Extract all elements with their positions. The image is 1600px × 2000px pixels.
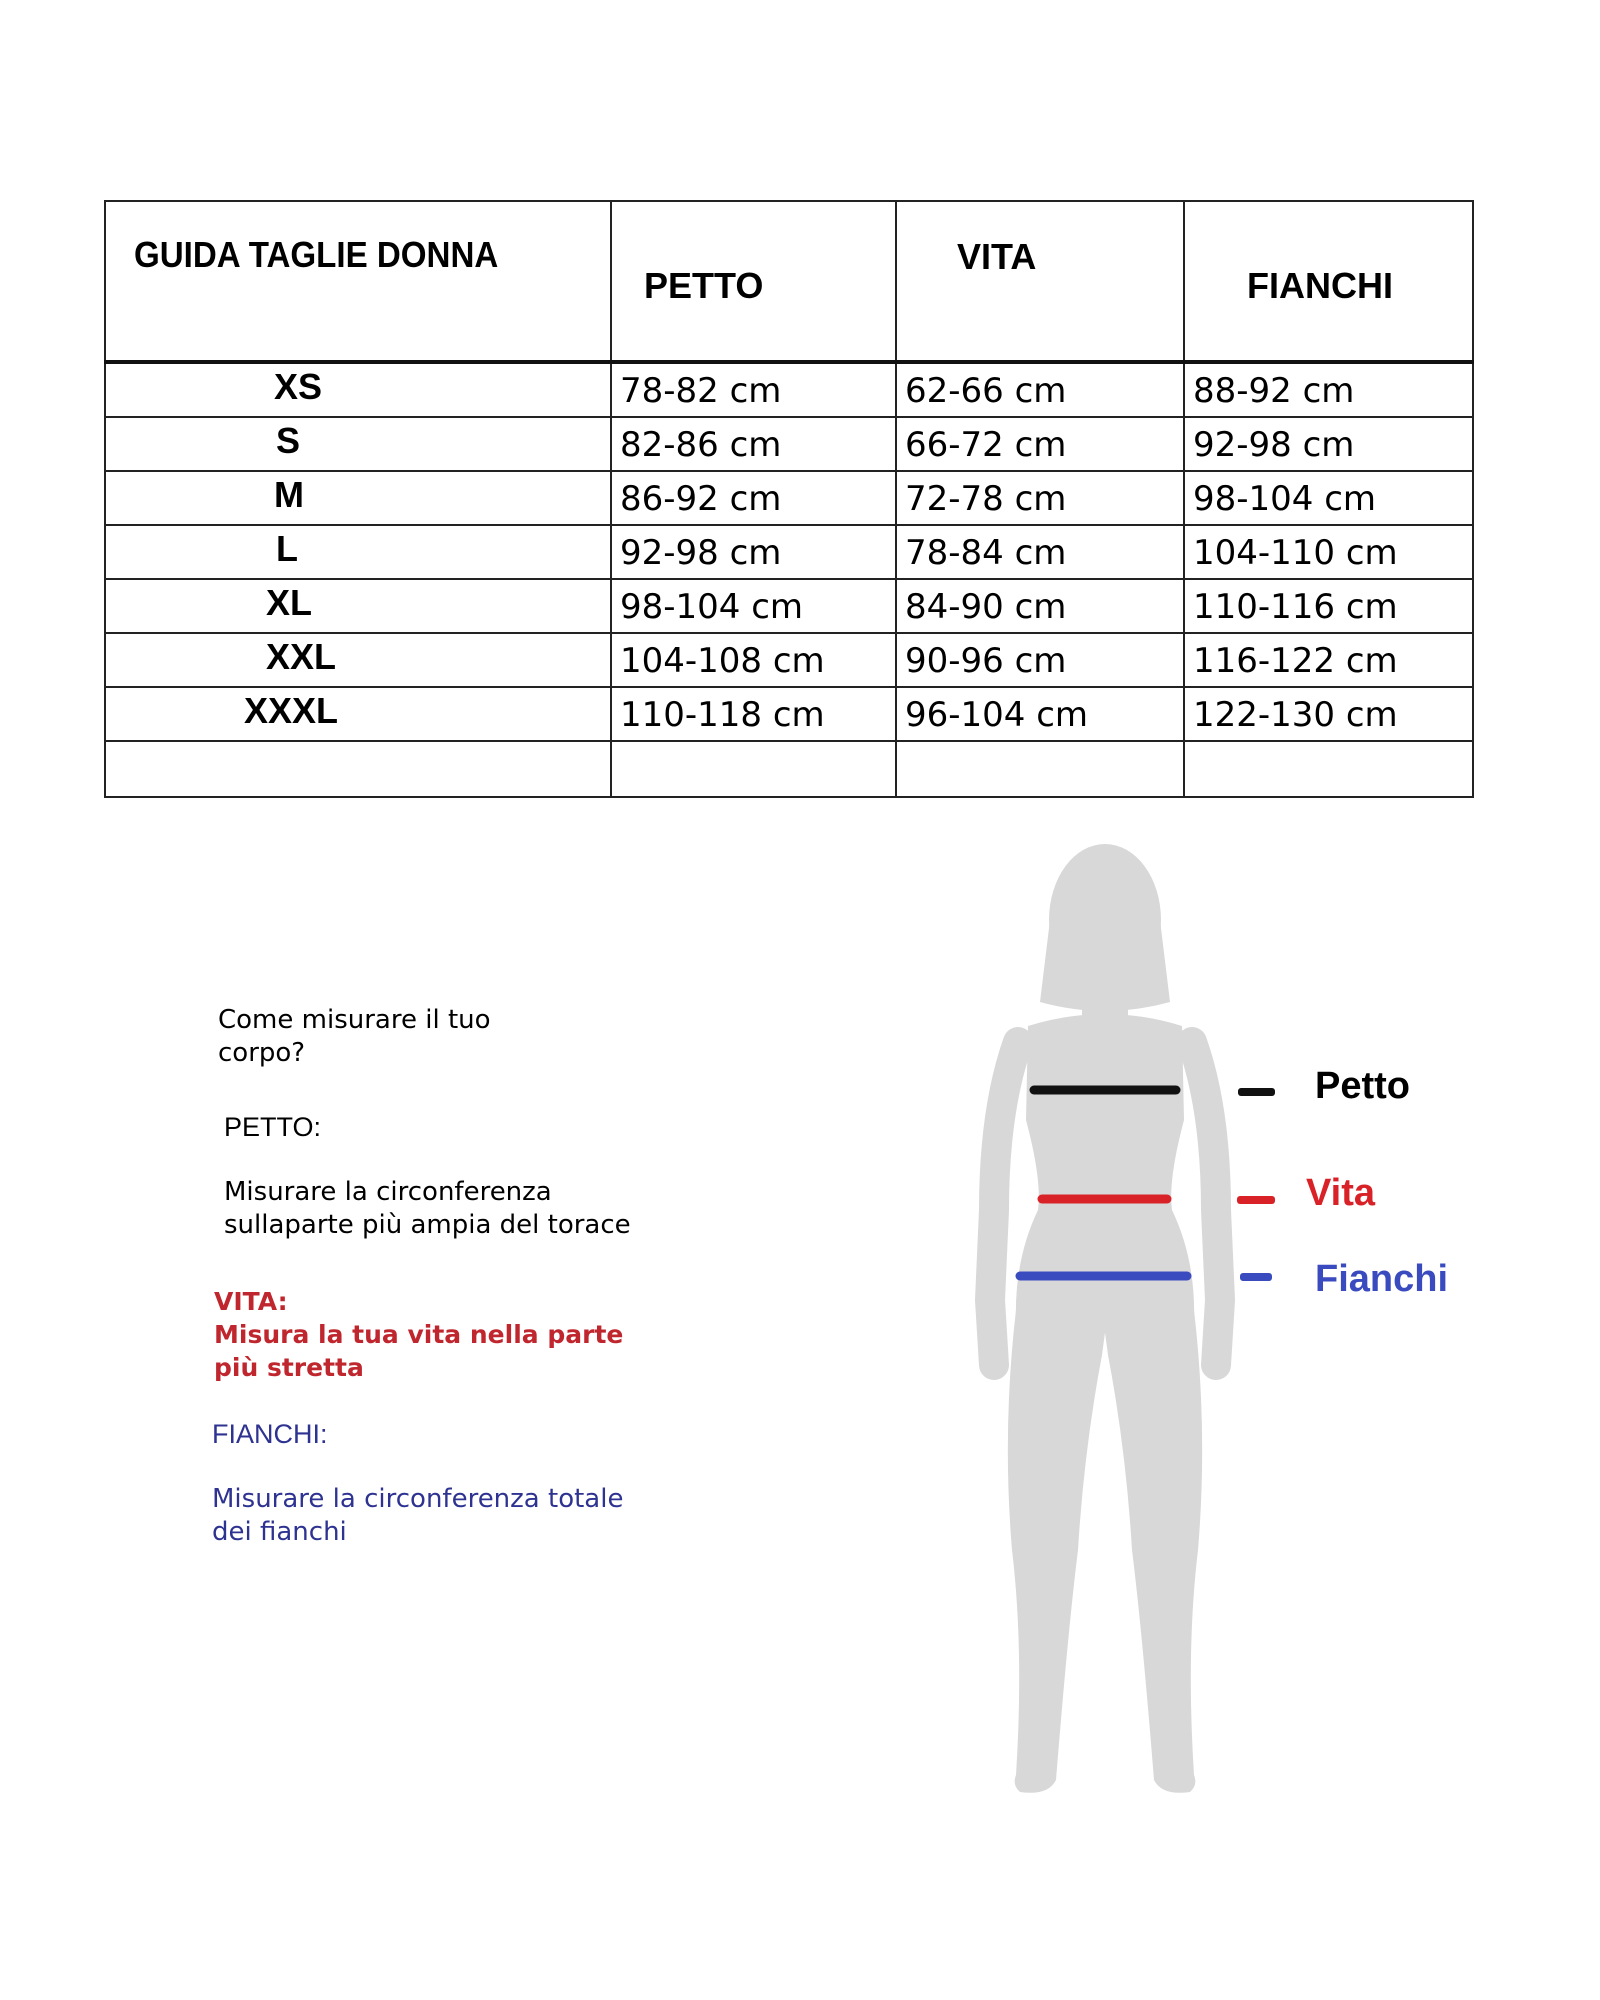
vita-line: più stretta	[214, 1353, 364, 1382]
petto-legend-label: Petto	[1315, 1065, 1410, 1107]
vita-cell: 96-104 cm	[895, 686, 1185, 742]
silhouette-left-leg	[1007, 1310, 1108, 1793]
petto-cell: 86-92 cm	[610, 470, 897, 526]
header-vita: VITA	[895, 200, 1185, 364]
silhouette-left-arm	[974, 1027, 1033, 1380]
vita-legend-label: Vita	[1306, 1172, 1376, 1214]
table-header-row: GUIDA TAGLIE DONNA PETTO VITA FIANCHI	[104, 200, 1474, 364]
fianchi-cell: 110-116 cm	[1183, 578, 1474, 634]
empty-cell	[895, 740, 1185, 798]
fianchi-cell: 98-104 cm	[1183, 470, 1474, 526]
vita-cell: 78-84 cm	[895, 524, 1185, 580]
vita-line: Misura la tua vita nella parte	[214, 1320, 624, 1349]
size-cell: S	[104, 416, 612, 472]
petto-cell: 92-98 cm	[610, 524, 897, 580]
size-cell: XS	[104, 361, 612, 418]
header-text: PETTO	[644, 265, 764, 306]
silhouette-right-leg	[1102, 1310, 1203, 1793]
header-text: VITA	[957, 236, 1037, 277]
size-cell: M	[104, 470, 612, 526]
vita-cell: 62-66 cm	[895, 361, 1185, 418]
header-guida: GUIDA TAGLIE DONNA	[104, 200, 612, 364]
table-row: XL 98-104 cm 84-90 cm 110-116 cm	[104, 578, 1474, 634]
petto-heading: PETTO:	[224, 1112, 322, 1142]
petto-description: Misurare la circonferenza sullaparte più…	[224, 1176, 631, 1242]
table-row: L 92-98 cm 78-84 cm 104-110 cm	[104, 524, 1474, 580]
size-cell: XXL	[104, 632, 612, 688]
petto-cell: 98-104 cm	[610, 578, 897, 634]
fianchi-legend-label: Fianchi	[1315, 1258, 1449, 1300]
vita-cell: 66-72 cm	[895, 416, 1185, 472]
petto-cell: 82-86 cm	[610, 416, 897, 472]
fianchi-line: dei fianchi	[212, 1517, 347, 1547]
petto-line: sullaparte più ampia del torace	[224, 1210, 631, 1240]
size-cell: XXXL	[104, 686, 612, 742]
petto-cell: 110-118 cm	[610, 686, 897, 742]
vita-cell: 90-96 cm	[895, 632, 1185, 688]
fianchi-cell: 122-130 cm	[1183, 686, 1474, 742]
body-silhouette	[974, 844, 1236, 1793]
title-line: corpo?	[218, 1038, 306, 1068]
fianchi-description: Misurare la circonferenza totale dei fia…	[212, 1483, 623, 1549]
table-row: XXXL 110-118 cm 96-104 cm 122-130 cm	[104, 686, 1474, 742]
header-petto: PETTO	[610, 200, 897, 364]
fianchi-legend-marker	[1240, 1273, 1272, 1281]
table-row: M 86-92 cm 72-78 cm 98-104 cm	[104, 470, 1474, 526]
petto-cell: 78-82 cm	[610, 361, 897, 418]
fianchi-cell: 92-98 cm	[1183, 416, 1474, 472]
instructions-title: Come misurare il tuo corpo?	[218, 1004, 491, 1070]
fianchi-cell: 88-92 cm	[1183, 361, 1474, 418]
title-line: Come misurare il tuo	[218, 1005, 491, 1035]
petto-cell: 104-108 cm	[610, 632, 897, 688]
empty-cell	[1183, 740, 1474, 798]
vita-cell: 84-90 cm	[895, 578, 1185, 634]
fianchi-cell: 104-110 cm	[1183, 524, 1474, 580]
size-cell: XL	[104, 578, 612, 634]
table-row: XS 78-82 cm 62-66 cm 88-92 cm	[104, 361, 1474, 418]
fianchi-heading: FIANCHI:	[212, 1419, 328, 1449]
empty-cell	[104, 740, 612, 798]
vita-legend-marker	[1237, 1196, 1275, 1204]
header-text: GUIDA TAGLIE DONNA	[134, 234, 499, 275]
petto-legend-marker	[1238, 1088, 1275, 1096]
vita-section: VITA: Misura la tua vita nella parte più…	[214, 1285, 623, 1384]
size-chart-table: GUIDA TAGLIE DONNA PETTO VITA FIANCHI XS…	[104, 200, 1474, 798]
table-row: XXL 104-108 cm 90-96 cm 116-122 cm	[104, 632, 1474, 688]
silhouette-right-arm	[1177, 1027, 1236, 1380]
header-fianchi: FIANCHI	[1183, 200, 1474, 364]
silhouette-hair	[1040, 920, 1170, 1011]
vita-cell: 72-78 cm	[895, 470, 1185, 526]
petto-line: Misurare la circonferenza	[224, 1177, 552, 1207]
vita-heading: VITA:	[214, 1287, 288, 1316]
empty-row	[104, 740, 1474, 798]
header-text: FIANCHI	[1247, 265, 1393, 306]
empty-cell	[610, 740, 897, 798]
fianchi-cell: 116-122 cm	[1183, 632, 1474, 688]
table-row: S 82-86 cm 66-72 cm 92-98 cm	[104, 416, 1474, 472]
size-cell: L	[104, 524, 612, 580]
fianchi-line: Misurare la circonferenza totale	[212, 1484, 624, 1514]
